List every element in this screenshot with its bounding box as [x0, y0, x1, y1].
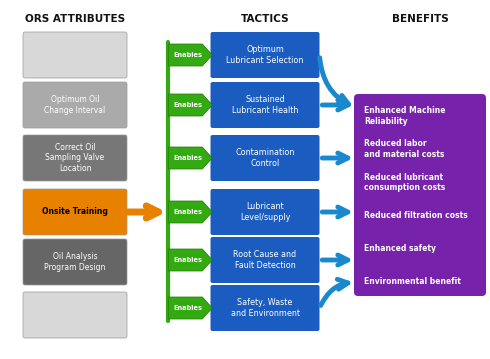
Polygon shape — [168, 94, 212, 116]
Polygon shape — [168, 249, 212, 271]
Text: Enables: Enables — [173, 155, 202, 161]
FancyBboxPatch shape — [23, 189, 127, 235]
FancyBboxPatch shape — [354, 94, 486, 296]
Text: Correct Oil
Sampling Valve
Location: Correct Oil Sampling Valve Location — [46, 143, 104, 173]
Text: Enables: Enables — [173, 209, 202, 215]
FancyBboxPatch shape — [23, 239, 127, 285]
FancyBboxPatch shape — [211, 32, 319, 78]
Text: Onsite Training: Onsite Training — [42, 208, 108, 216]
Text: Environmental benefit: Environmental benefit — [364, 278, 461, 286]
Text: ORS ATTRIBUTES: ORS ATTRIBUTES — [25, 14, 125, 24]
Text: Safety, Waste
and Environment: Safety, Waste and Environment — [230, 298, 299, 318]
Text: Enables: Enables — [173, 305, 202, 311]
Text: Sustained
Lubricant Health: Sustained Lubricant Health — [232, 95, 298, 115]
Text: Root Cause and
Fault Detection: Root Cause and Fault Detection — [233, 250, 296, 270]
Text: Enables: Enables — [173, 52, 202, 58]
Text: Enhanced Machine
Reliability: Enhanced Machine Reliability — [364, 106, 445, 126]
FancyBboxPatch shape — [23, 82, 127, 128]
Text: Enhanced safety: Enhanced safety — [364, 244, 436, 253]
FancyBboxPatch shape — [211, 82, 319, 128]
FancyBboxPatch shape — [211, 189, 319, 235]
FancyBboxPatch shape — [211, 285, 319, 331]
FancyBboxPatch shape — [211, 237, 319, 283]
Text: Lubricant
Level/supply: Lubricant Level/supply — [240, 202, 290, 222]
Polygon shape — [168, 147, 212, 169]
Text: BENEFITS: BENEFITS — [392, 14, 448, 24]
Text: TACTICS: TACTICS — [241, 14, 289, 24]
Polygon shape — [168, 44, 212, 66]
Text: Reduced labor
and material costs: Reduced labor and material costs — [364, 140, 444, 159]
Polygon shape — [168, 201, 212, 223]
Polygon shape — [168, 297, 212, 319]
FancyBboxPatch shape — [23, 135, 127, 181]
FancyBboxPatch shape — [23, 32, 127, 78]
Text: Oil Analysis
Program Design: Oil Analysis Program Design — [44, 252, 106, 272]
Text: Optimum
Lubricant Selection: Optimum Lubricant Selection — [226, 45, 304, 65]
FancyBboxPatch shape — [211, 135, 319, 181]
Text: Enables: Enables — [173, 102, 202, 108]
Text: Reduced filtration costs: Reduced filtration costs — [364, 211, 468, 220]
Text: Optimum Oil
Change Interval: Optimum Oil Change Interval — [45, 95, 106, 115]
Text: Contamination
Control: Contamination Control — [235, 148, 294, 168]
Text: Enables: Enables — [173, 257, 202, 263]
Text: Reduced lubricant
consumption costs: Reduced lubricant consumption costs — [364, 173, 445, 192]
FancyBboxPatch shape — [23, 292, 127, 338]
